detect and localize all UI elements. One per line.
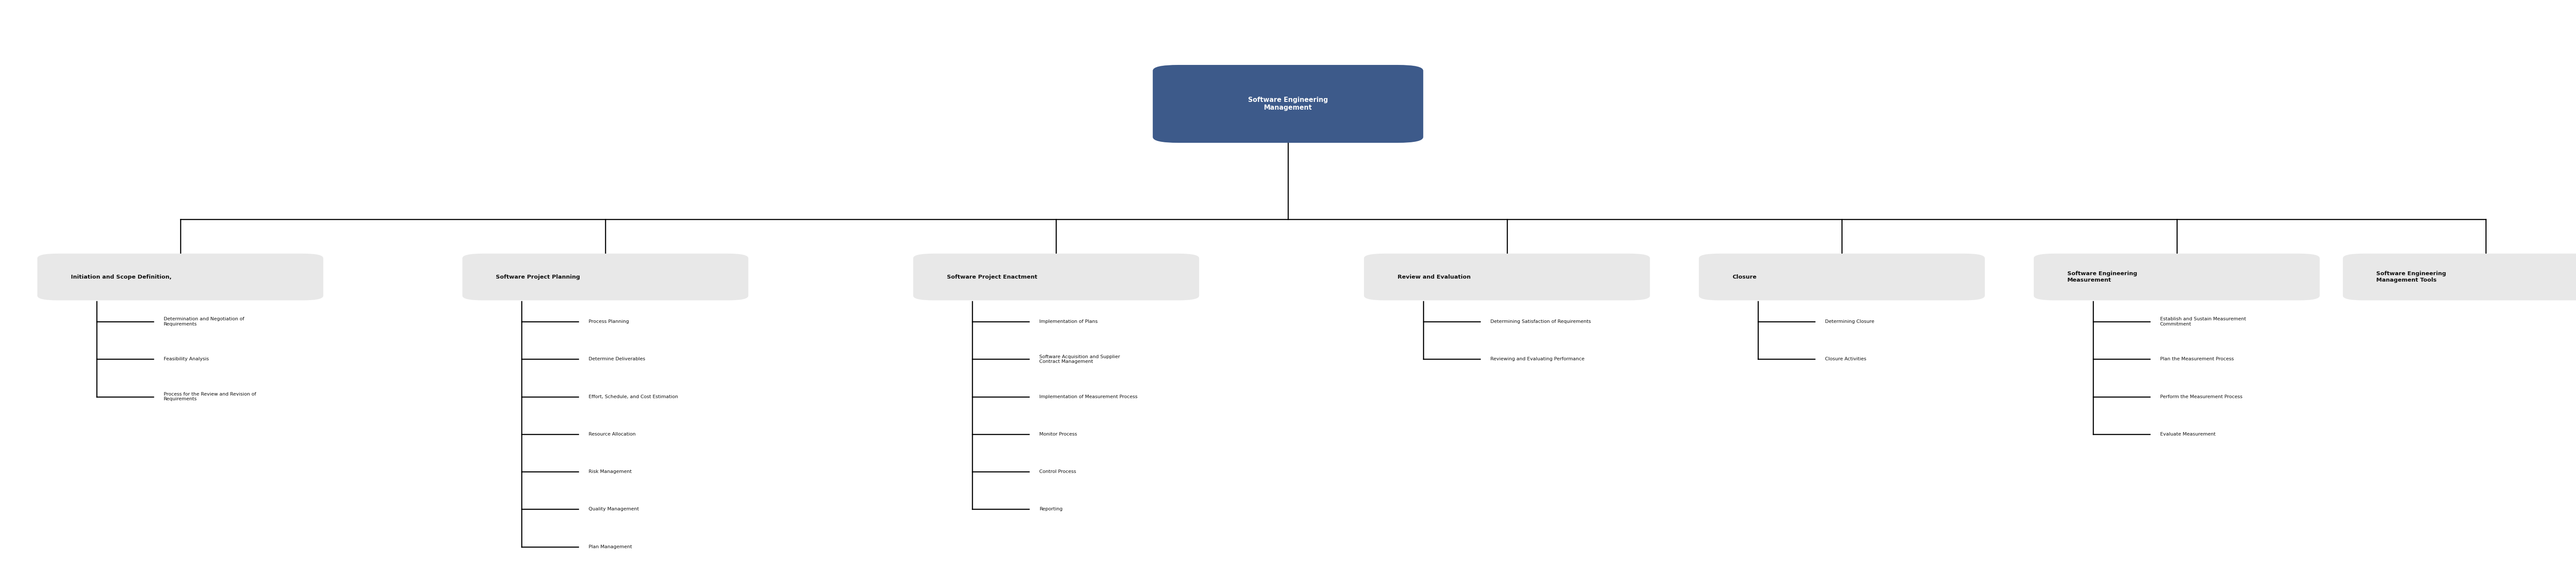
Text: Determining Closure: Determining Closure [1824, 320, 1875, 324]
Text: Software Engineering
Measurement: Software Engineering Measurement [2066, 271, 2138, 283]
Text: Monitor Process: Monitor Process [1038, 432, 1077, 436]
Text: Review and Evaluation: Review and Evaluation [1396, 274, 1471, 280]
Text: Software Acquisition and Supplier
Contract Management: Software Acquisition and Supplier Contra… [1038, 354, 1121, 364]
Text: Evaluate Measurement: Evaluate Measurement [2159, 432, 2215, 436]
FancyBboxPatch shape [2344, 254, 2576, 300]
Text: Implementation of Plans: Implementation of Plans [1038, 320, 1097, 324]
Text: Closure Activities: Closure Activities [1824, 357, 1868, 361]
Text: Software Project Planning: Software Project Planning [495, 274, 580, 280]
FancyBboxPatch shape [912, 254, 1198, 300]
FancyBboxPatch shape [39, 254, 325, 300]
Text: Process for the Review and Revision of
Requirements: Process for the Review and Revision of R… [165, 392, 255, 402]
Text: Resource Allocation: Resource Allocation [587, 432, 636, 436]
FancyBboxPatch shape [1151, 65, 1422, 143]
Text: Establish and Sustain Measurement
Commitment: Establish and Sustain Measurement Commit… [2159, 317, 2246, 327]
Text: Plan Management: Plan Management [587, 545, 631, 549]
Text: Risk Management: Risk Management [587, 470, 631, 474]
Text: Feasibility Analysis: Feasibility Analysis [165, 357, 209, 361]
Text: Quality Management: Quality Management [587, 507, 639, 511]
Text: Reporting: Reporting [1038, 507, 1064, 511]
Text: Perform the Measurement Process: Perform the Measurement Process [2159, 395, 2241, 399]
Text: Implementation of Measurement Process: Implementation of Measurement Process [1038, 395, 1139, 399]
Text: Process Planning: Process Planning [587, 320, 629, 324]
FancyBboxPatch shape [461, 254, 747, 300]
Text: Control Process: Control Process [1038, 470, 1077, 474]
Text: Plan the Measurement Process: Plan the Measurement Process [2159, 357, 2233, 361]
Text: Software Engineering
Management Tools: Software Engineering Management Tools [2375, 271, 2447, 283]
Text: Initiation and Scope Definition,: Initiation and Scope Definition, [72, 274, 173, 280]
Text: Closure: Closure [1731, 274, 1757, 280]
Text: Determination and Negotiation of
Requirements: Determination and Negotiation of Require… [165, 317, 245, 327]
Text: Determining Satisfaction of Requirements: Determining Satisfaction of Requirements [1489, 320, 1592, 324]
Text: Reviewing and Evaluating Performance: Reviewing and Evaluating Performance [1489, 357, 1584, 361]
Text: Determine Deliverables: Determine Deliverables [587, 357, 644, 361]
FancyBboxPatch shape [1363, 254, 1649, 300]
Text: Software Project Enactment: Software Project Enactment [945, 274, 1038, 280]
FancyBboxPatch shape [2032, 254, 2318, 300]
Text: Effort, Schedule, and Cost Estimation: Effort, Schedule, and Cost Estimation [587, 395, 677, 399]
FancyBboxPatch shape [1698, 254, 1984, 300]
Text: Software Engineering
Management: Software Engineering Management [1247, 97, 1329, 111]
